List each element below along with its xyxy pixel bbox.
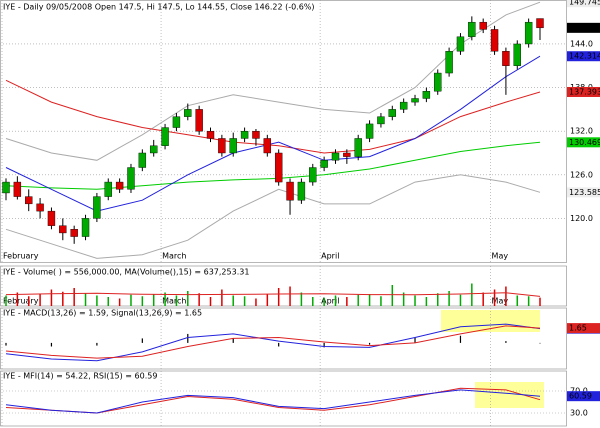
candle-body (297, 181, 306, 201)
value-box (567, 0, 600, 8)
value-box (567, 187, 600, 198)
candle-body (25, 196, 33, 205)
value-label: 146.22 (569, 23, 597, 32)
candle-body (434, 72, 442, 92)
candle-body (263, 138, 272, 154)
candle-body (399, 101, 408, 110)
volume-panel (0, 265, 567, 307)
candle-body (47, 210, 56, 226)
value-label: 130.469 (569, 138, 600, 147)
value-label: 60.59 (569, 392, 592, 401)
candle-body (252, 130, 260, 139)
chart-title: IYE - Daily 09/05/2008 Open 147.5, Hi 14… (3, 3, 315, 12)
value-box (567, 22, 600, 33)
candle-body (184, 109, 192, 117)
value-box (567, 86, 600, 97)
x-tick-label: May (492, 252, 509, 261)
highlight (475, 382, 544, 408)
y-tick-label: 30.0 (570, 409, 588, 418)
value-label: 142.314 (569, 52, 600, 61)
candle-body (70, 229, 78, 237)
value-box (567, 391, 600, 402)
candle-body (274, 152, 283, 183)
y-tick-label: 132.0 (570, 127, 593, 136)
candle-body (104, 181, 112, 197)
price-panel (0, 0, 567, 263)
candle-body (127, 167, 135, 190)
x-tick-label: March (162, 252, 186, 261)
candle-body (411, 98, 419, 103)
x-tick-label: February (3, 297, 39, 306)
overlay-line (5, 1, 541, 161)
indicator-line (5, 389, 541, 414)
candle-body (524, 21, 533, 45)
candle-body (229, 138, 237, 154)
y-tick-label: 120.0 (570, 214, 593, 223)
candle-body (320, 160, 328, 168)
overlay-line (5, 55, 541, 212)
value-box (567, 323, 600, 334)
volume-ma-line (5, 292, 541, 297)
candle-body (445, 51, 453, 74)
indicator-line (5, 323, 541, 362)
candle-body (161, 127, 169, 146)
y-tick-label: 70.0 (570, 387, 588, 396)
panel-title: IYE - MACD(13,26) = 1.59, Signal(13,26,9… (3, 309, 202, 318)
indicator-line (5, 387, 541, 414)
mfi-panel (0, 370, 567, 427)
value-label: 123.585 (569, 188, 600, 197)
candle-body (456, 36, 465, 52)
candle-body (115, 181, 124, 190)
value-box (567, 137, 600, 148)
candle-body (59, 225, 67, 234)
value-box (567, 51, 600, 62)
candle-body (93, 196, 101, 219)
candle-body (13, 181, 22, 197)
panel-title: IYE - MFI(14) = 54.22, RSI(15) = 60.59 (3, 372, 157, 381)
x-tick-label: February (3, 252, 39, 261)
value-label: 149.745 (569, 0, 600, 7)
x-tick-label: April (321, 297, 339, 306)
macd-panel (0, 307, 567, 370)
x-tick-label: April (321, 252, 339, 261)
candle-body (218, 138, 226, 154)
candle-body (468, 21, 476, 37)
x-tick-label: May (492, 297, 509, 306)
overlay-line (5, 174, 541, 259)
candle-body (536, 18, 544, 29)
value-label: 137.393 (569, 87, 600, 96)
candle-body (479, 21, 487, 30)
candle-body (138, 152, 147, 168)
panel-title: IYE - Volume( ) = 556,000.00, MA(Volume(… (3, 268, 249, 277)
indicator-line (5, 325, 541, 359)
candle-body (240, 130, 249, 139)
candle-body (309, 167, 317, 183)
candle-body (502, 51, 510, 66)
overlay-line (5, 141, 541, 190)
candle-body (206, 130, 215, 139)
candle-body (422, 91, 431, 99)
candle-body (81, 218, 90, 237)
candle-body (172, 116, 181, 128)
overlay-line (5, 79, 541, 154)
candle-body (150, 145, 158, 154)
candle-body (354, 138, 362, 157)
candle-body (36, 203, 44, 212)
candle-body (490, 29, 499, 52)
value-label: 1.65 (569, 324, 587, 333)
candle-body (2, 181, 10, 194)
y-tick-label: 144.0 (570, 39, 593, 48)
candle-body (343, 152, 351, 157)
candle-body (365, 123, 374, 139)
candle-body (377, 116, 385, 125)
candle-body (331, 152, 340, 161)
x-tick-label: March (162, 297, 186, 306)
candle-body (388, 109, 396, 117)
candle-body (513, 43, 521, 66)
candle-body (286, 181, 294, 201)
y-tick-label: 126.0 (570, 170, 593, 179)
candle-body (195, 109, 203, 132)
